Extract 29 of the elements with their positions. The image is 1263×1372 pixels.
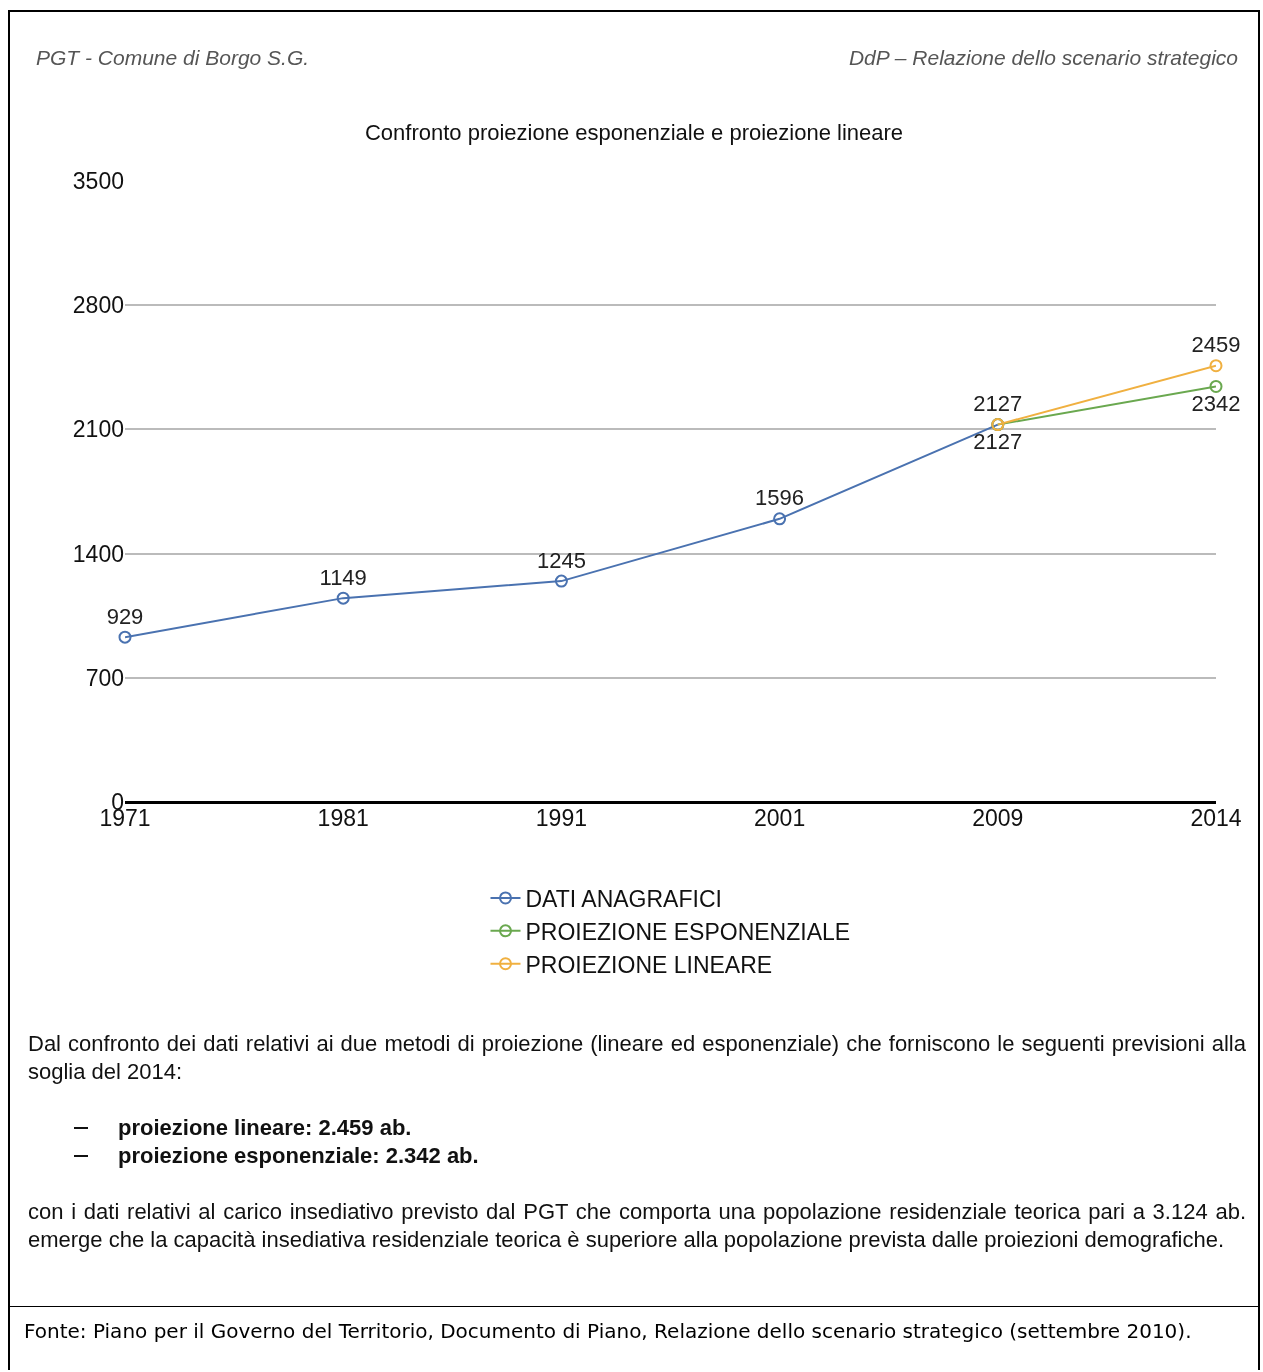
x-tick-label: 2009 — [972, 805, 1024, 831]
y-tick-label: 700 — [85, 664, 124, 691]
data-label: 2459 — [1191, 332, 1241, 358]
y-tick-label: 2800 — [72, 292, 124, 319]
data-label: 2127 — [973, 391, 1023, 417]
x-tick-label: 2014 — [1190, 805, 1242, 831]
x-tick-label: 2001 — [754, 805, 806, 831]
data-label: 2127 — [973, 428, 1023, 454]
text: con i dati relativi al carico insediativo previsto dal PGT che comporta una popolazione residenziale teorica pari a 3.124 ab. emerge che la capacità insediativa residenziale teorica è superiore alla popolazione prevista dalle proiezioni demografiche. — [28, 1198, 1246, 1254]
data-label: 1596 — [755, 485, 805, 511]
data-label: 929 — [106, 603, 144, 629]
chart-title: Confronto proiezione esponenziale e proiezione lineare — [364, 119, 904, 145]
x-tick-label: 1981 — [317, 805, 369, 831]
legend-label: PROIEZIONE LINEARE — [525, 951, 773, 978]
data-label: 1149 — [319, 564, 367, 590]
text: Dal confronto dei dati relativi ai due metodi di proiezione (lineare ed esponenziale) che forniscono le seguenti previsioni alla soglia del 2014: — [28, 1030, 1246, 1086]
text: DdP – Relazione dello scenario strategico — [848, 46, 1238, 70]
text: PGT - Comune di Borgo S.G. — [36, 46, 310, 70]
text: proiezione lineare: 2.459 ab. — [118, 1114, 413, 1142]
text: proiezione esponenziale: 2.342 ab. — [118, 1142, 480, 1170]
legend-label: DATI ANAGRAFICI — [525, 885, 722, 912]
y-tick-label: 3500 — [72, 168, 124, 195]
data-label: 2342 — [1191, 390, 1241, 416]
source-note: Fonte: Piano per il Governo del Territorio, Documento di Piano, Relazione dello scenario strategico (settembre 2010). — [10, 1306, 1258, 1355]
y-tick-label: 1400 — [72, 540, 124, 567]
data-label: 1245 — [536, 547, 586, 573]
legend-label: PROIEZIONE ESPONENZIALE — [525, 918, 851, 945]
y-tick-label: 2100 — [72, 416, 124, 443]
x-tick-label: 1991 — [535, 805, 587, 831]
